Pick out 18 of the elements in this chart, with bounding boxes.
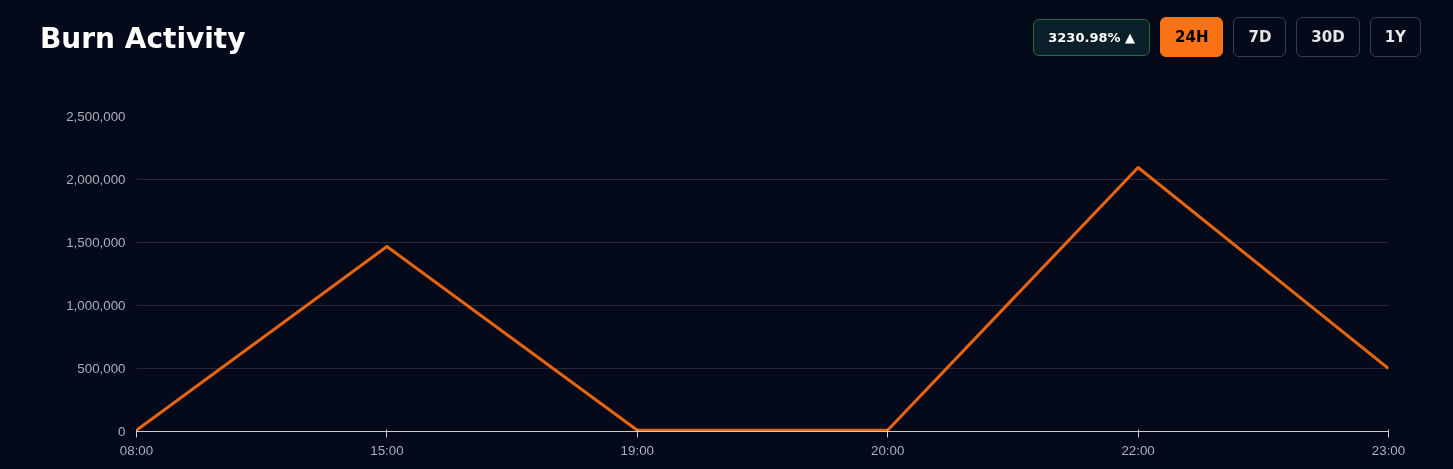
x-tick-label: 08:00 <box>119 442 154 458</box>
text: 1Y <box>1369 17 1421 57</box>
x-tick-label: 19:00 <box>620 442 654 458</box>
x-tick-label: 20:00 <box>871 442 905 458</box>
text: 7D <box>1233 17 1287 57</box>
y-tick-label: 1,500,000 <box>66 235 126 250</box>
x-tick-label: 15:00 <box>370 442 404 458</box>
x-tick-label: 23:00 <box>1371 442 1406 458</box>
text: 24H <box>1160 17 1224 57</box>
y-tick-label: 2,000,000 <box>66 172 126 187</box>
x-tick-label: 22:00 <box>1121 442 1155 458</box>
y-tick-label: 500,000 <box>77 361 126 376</box>
chart-title: Burn Activity <box>40 22 246 55</box>
y-tick-label: 1,000,000 <box>66 298 126 313</box>
y-tick-label: 2,500,000 <box>66 109 126 124</box>
y-tick-label: 0 <box>118 424 126 439</box>
text: 30D <box>1296 17 1360 57</box>
text: 3230.98% ▲ <box>1033 19 1151 56</box>
